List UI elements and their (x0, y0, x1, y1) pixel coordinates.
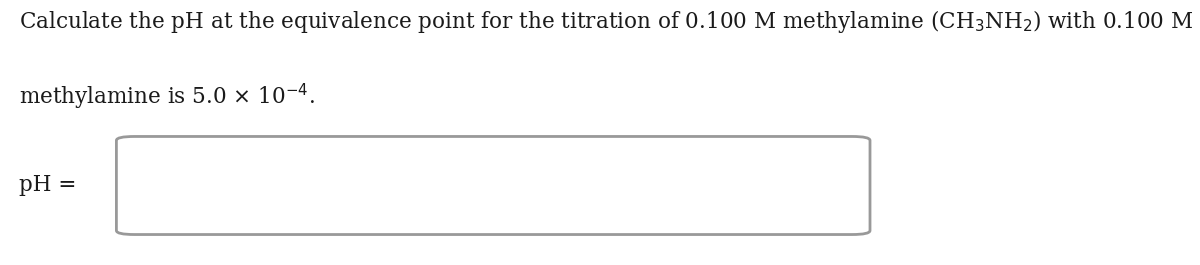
Text: pH =: pH = (19, 174, 77, 197)
Text: Calculate the pH at the equivalence point for the titration of 0.100 M methylami: Calculate the pH at the equivalence poin… (19, 8, 1200, 35)
Text: methylamine is 5.0 $\times$ 10$^{-4}$.: methylamine is 5.0 $\times$ 10$^{-4}$. (19, 82, 316, 112)
